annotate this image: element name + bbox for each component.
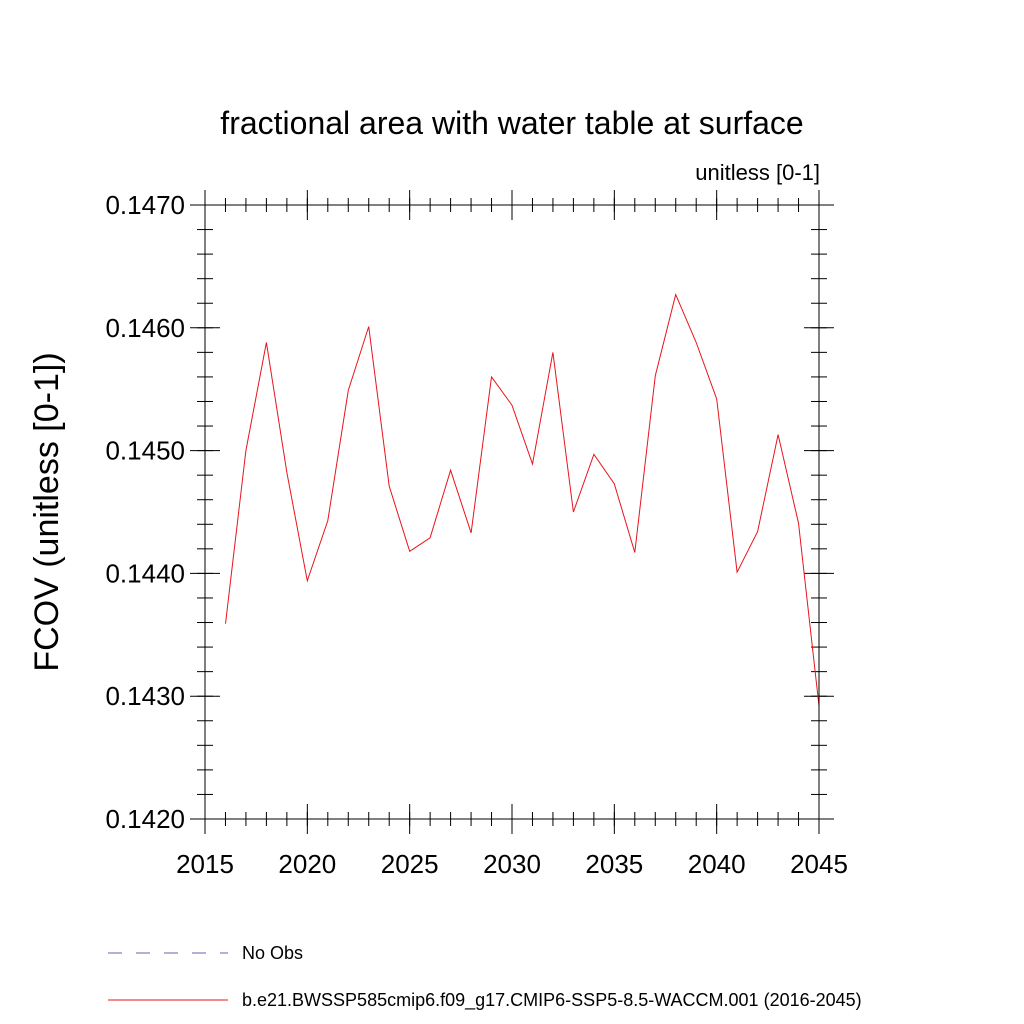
units-label: unitless [0-1]	[695, 160, 820, 185]
x-tick-label: 2025	[381, 849, 439, 879]
y-tick-label: 0.1450	[105, 436, 185, 466]
series-line	[225, 293, 820, 707]
x-tick-labels: 2015 2020 2025 2030 2035 2040 2045	[176, 849, 848, 879]
plot-frame	[204, 204, 820, 820]
y-tick-label: 0.1420	[105, 804, 185, 834]
x-tick-label: 2040	[688, 849, 746, 879]
y-tick-label: 0.1460	[105, 313, 185, 343]
legend: No Obs b.e21.BWSSP585cmip6.f09_g17.CMIP6…	[108, 943, 862, 1011]
x-tick-label: 2045	[790, 849, 848, 879]
x-tick-label: 2035	[585, 849, 643, 879]
y-axis-label: FCOV (unitless [0-1])	[28, 352, 66, 671]
series-layer	[225, 293, 820, 707]
legend-label-no-obs: No Obs	[242, 943, 303, 963]
x-tick-label: 2030	[483, 849, 541, 879]
chart-title: fractional area with water table at surf…	[220, 105, 803, 141]
x-tick-label: 2020	[278, 849, 336, 879]
major-ticks	[190, 190, 834, 834]
legend-label-series: b.e21.BWSSP585cmip6.f09_g17.CMIP6-SSP5-8…	[242, 990, 862, 1011]
y-tick-label: 0.1470	[105, 190, 185, 220]
y-tick-label: 0.1430	[105, 681, 185, 711]
y-tick-label: 0.1440	[105, 558, 185, 588]
minor-ticks	[197, 198, 827, 826]
x-tick-label: 2015	[176, 849, 234, 879]
y-tick-labels: 0.1420 0.1430 0.1440 0.1450 0.1460 0.1470	[105, 190, 185, 834]
